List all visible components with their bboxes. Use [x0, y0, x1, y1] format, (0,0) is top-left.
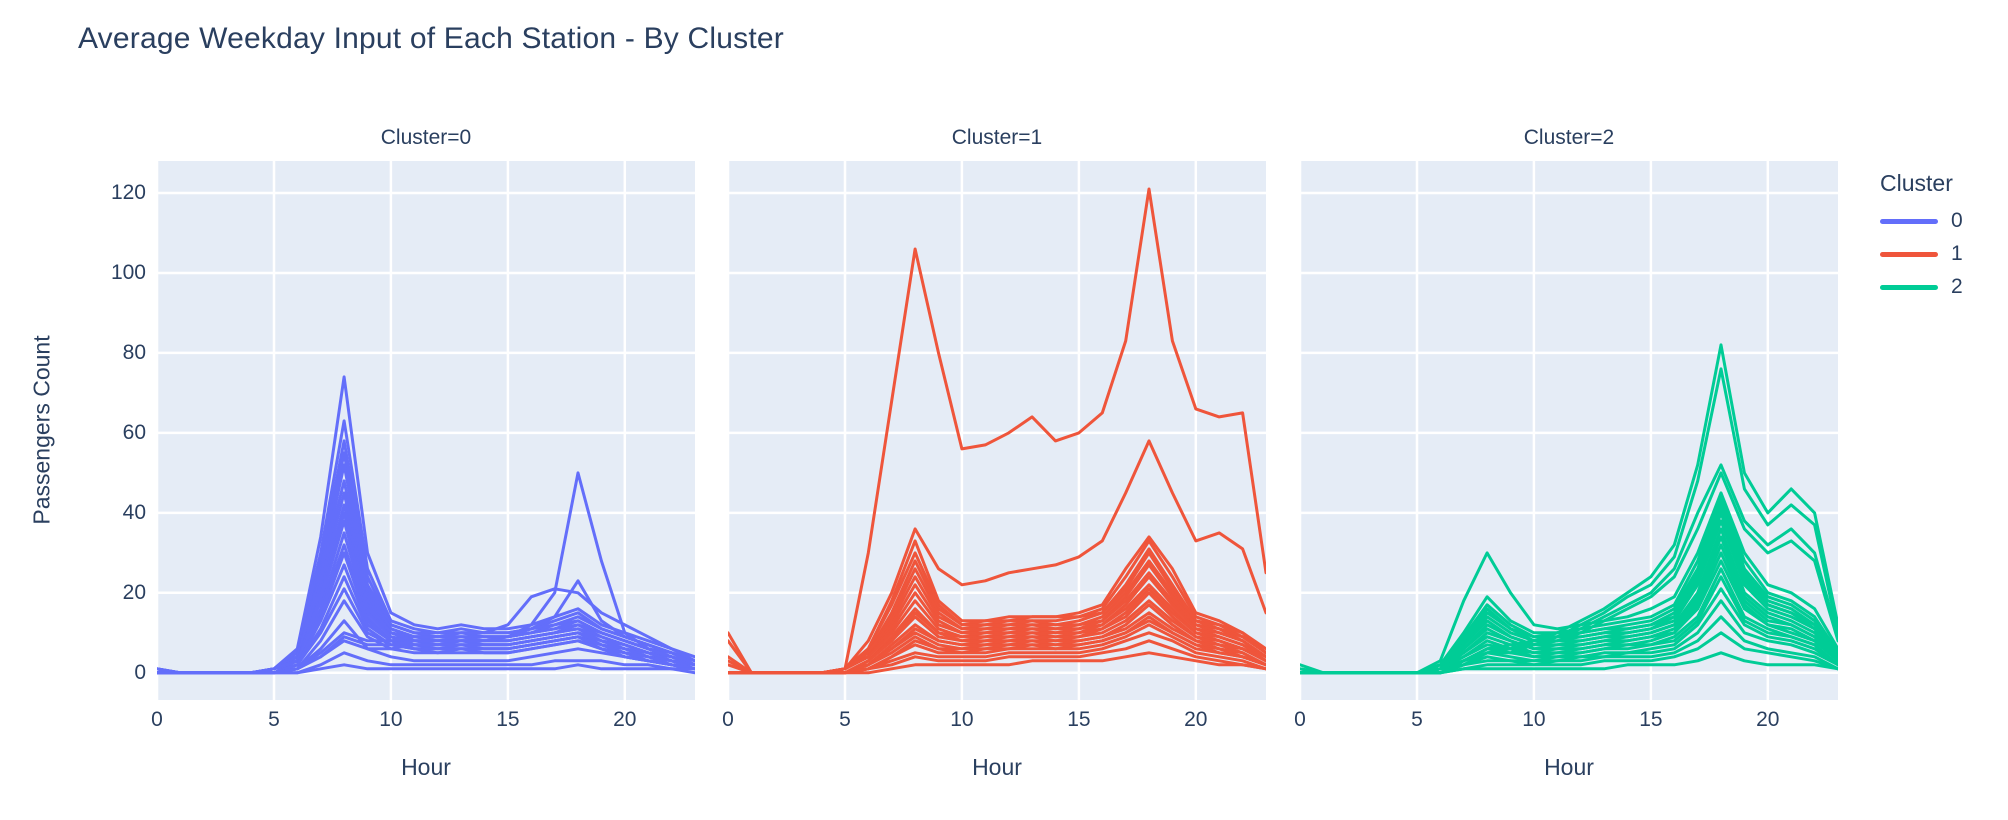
- x-axis-title: Hour: [972, 754, 1022, 780]
- legend-item-cluster-2[interactable]: 2: [1880, 273, 2003, 301]
- station-line[interactable]: [728, 651, 1266, 675]
- station-line[interactable]: [157, 663, 695, 675]
- legend-label: 1: [1951, 242, 1963, 265]
- x-tick-labels: 0 5 10 15 20: [151, 706, 695, 734]
- x-tick-labels: 0 5 10 15 20: [722, 706, 1266, 734]
- subplot-title-cluster-1: Cluster=1: [951, 126, 1043, 149]
- x-tick-label: 5: [1411, 708, 1423, 731]
- legend-item-cluster-1[interactable]: 1: [1880, 240, 2003, 268]
- y-tick-label: 60: [122, 421, 146, 444]
- x-tick-label: 0: [151, 708, 163, 731]
- legend-item-cluster-0[interactable]: 0: [1880, 207, 2003, 235]
- y-tick-label: 40: [122, 501, 146, 524]
- x-axis-title: Hour: [401, 754, 451, 780]
- x-tick-label: 5: [839, 708, 851, 731]
- subplot-title-cluster-0: Cluster=0: [380, 126, 472, 149]
- legend-label: 0: [1951, 209, 1963, 232]
- plot-area-cluster-0[interactable]: [157, 161, 695, 700]
- legend-line-swatch-1: [1880, 251, 1938, 257]
- x-tick-labels: 0 5 10 15 20: [1294, 706, 1838, 734]
- y-tick-label: 120: [110, 181, 146, 204]
- x-tick-label: 10: [950, 708, 974, 731]
- plot-background: [157, 161, 695, 700]
- plot-area-cluster-2[interactable]: [1300, 161, 1838, 700]
- legend: Cluster 0 1 2: [1868, 170, 2003, 306]
- x-tick-label: 10: [379, 708, 403, 731]
- y-tick-label: 20: [122, 581, 146, 604]
- x-tick-label: 5: [268, 708, 280, 731]
- x-tick-label: 20: [1756, 708, 1780, 731]
- x-tick-label: 10: [1522, 708, 1546, 731]
- x-tick-label: 0: [722, 708, 734, 731]
- legend-label: 2: [1951, 275, 1963, 298]
- x-tick-label: 15: [1639, 708, 1663, 731]
- station-line[interactable]: [1300, 651, 1838, 675]
- y-tick-label: 0: [134, 661, 146, 684]
- subplot-title-cluster-2: Cluster=2: [1523, 126, 1615, 149]
- legend-line-swatch-2: [1880, 284, 1938, 290]
- x-tick-label: 20: [1184, 708, 1208, 731]
- x-tick-label: 15: [1067, 708, 1091, 731]
- x-tick-label: 20: [613, 708, 637, 731]
- x-axis-title: Hour: [1544, 754, 1594, 780]
- legend-title: Cluster: [1880, 170, 1953, 196]
- x-tick-label: 15: [496, 708, 520, 731]
- plot-area-cluster-1[interactable]: [728, 161, 1266, 700]
- figure-title: Average Weekday Input of Each Station - …: [78, 22, 784, 55]
- x-tick-label: 0: [1294, 708, 1306, 731]
- legend-line-swatch-0: [1880, 218, 1938, 224]
- y-tick-label: 80: [122, 341, 146, 364]
- y-axis-title: Passengers Count: [28, 335, 55, 525]
- y-tick-label: 100: [110, 261, 146, 284]
